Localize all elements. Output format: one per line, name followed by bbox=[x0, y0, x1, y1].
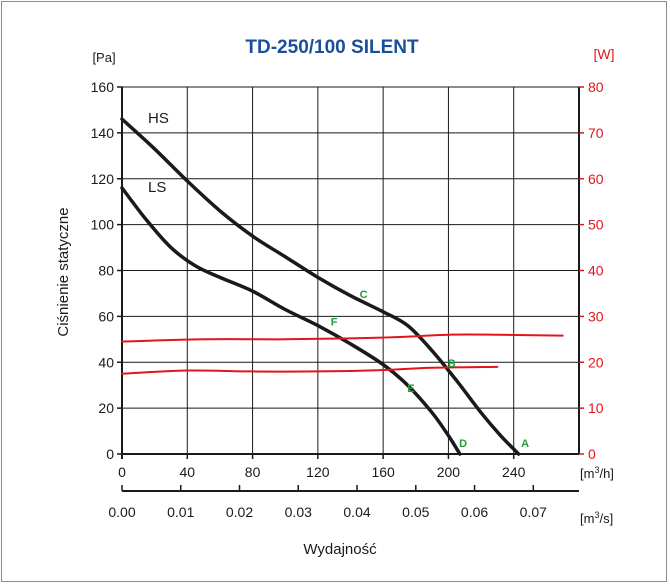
x2-tick-label: 0.03 bbox=[285, 504, 312, 520]
chart-title: TD-250/100 SILENT bbox=[245, 37, 419, 58]
operating-point-label: E bbox=[407, 383, 414, 395]
right-tick-label: 70 bbox=[588, 125, 604, 141]
right-tick-label: 60 bbox=[588, 171, 604, 187]
left-axis-unit: [Pa] bbox=[92, 50, 115, 65]
x-tick-label: 120 bbox=[306, 464, 330, 480]
right-tick-label: 30 bbox=[588, 308, 604, 324]
left-tick-label: 0 bbox=[106, 446, 114, 462]
x-tick-label: 240 bbox=[502, 464, 526, 480]
operating-point-label: D bbox=[459, 438, 467, 450]
power-line bbox=[121, 365, 499, 375]
x2-tick-label: 0.05 bbox=[402, 504, 429, 520]
operating-point-label: A bbox=[521, 438, 529, 450]
left-tick-label: 100 bbox=[91, 217, 115, 233]
x2-tick-label: 0.01 bbox=[167, 504, 194, 520]
left-axis-label: Ciśnienie statyczne bbox=[55, 207, 72, 336]
operating-point-label: C bbox=[360, 289, 368, 301]
pressure-curve-ls bbox=[120, 186, 462, 456]
right-tick-label: 40 bbox=[588, 263, 604, 279]
x-tick-label: 40 bbox=[179, 464, 195, 480]
operating-point-label: B bbox=[448, 358, 456, 370]
right-tick-label: 0 bbox=[588, 446, 596, 462]
operating-point-label: F bbox=[331, 317, 338, 329]
right-tick-label: 80 bbox=[588, 79, 604, 95]
x2-tick-label: 0.07 bbox=[520, 504, 547, 520]
right-axis-unit: [W] bbox=[594, 46, 615, 62]
left-tick-label: 20 bbox=[98, 400, 114, 416]
right-tick-label: 50 bbox=[588, 217, 604, 233]
left-tick-label: 80 bbox=[98, 263, 114, 279]
right-tick-label: 20 bbox=[588, 354, 604, 370]
left-tick-label: 140 bbox=[91, 125, 115, 141]
left-tick-label: 120 bbox=[91, 171, 115, 187]
pressure-curve-hs bbox=[120, 117, 521, 456]
power-line bbox=[121, 333, 564, 343]
x-axis-label: Wydajność bbox=[303, 541, 377, 558]
x-tick-label: 200 bbox=[437, 464, 461, 480]
x2-tick-label: 0.04 bbox=[343, 504, 370, 520]
x-axis-unit: [m3/h] bbox=[580, 465, 614, 481]
left-tick-label: 40 bbox=[98, 354, 114, 370]
x2-tick-label: 0.00 bbox=[108, 504, 135, 520]
x2-tick-label: 0.02 bbox=[226, 504, 253, 520]
x-tick-label: 160 bbox=[371, 464, 395, 480]
x2-tick-label: 0.06 bbox=[461, 504, 488, 520]
x-tick-label: 80 bbox=[245, 464, 261, 480]
left-tick-label: 160 bbox=[91, 79, 115, 95]
x-tick-label: 0 bbox=[118, 464, 126, 480]
x-axis2-unit: [m3/s] bbox=[580, 510, 613, 526]
right-tick-label: 10 bbox=[588, 400, 604, 416]
left-tick-label: 60 bbox=[98, 308, 114, 324]
series-label: LS bbox=[148, 179, 166, 196]
series-label: HS bbox=[148, 110, 169, 127]
